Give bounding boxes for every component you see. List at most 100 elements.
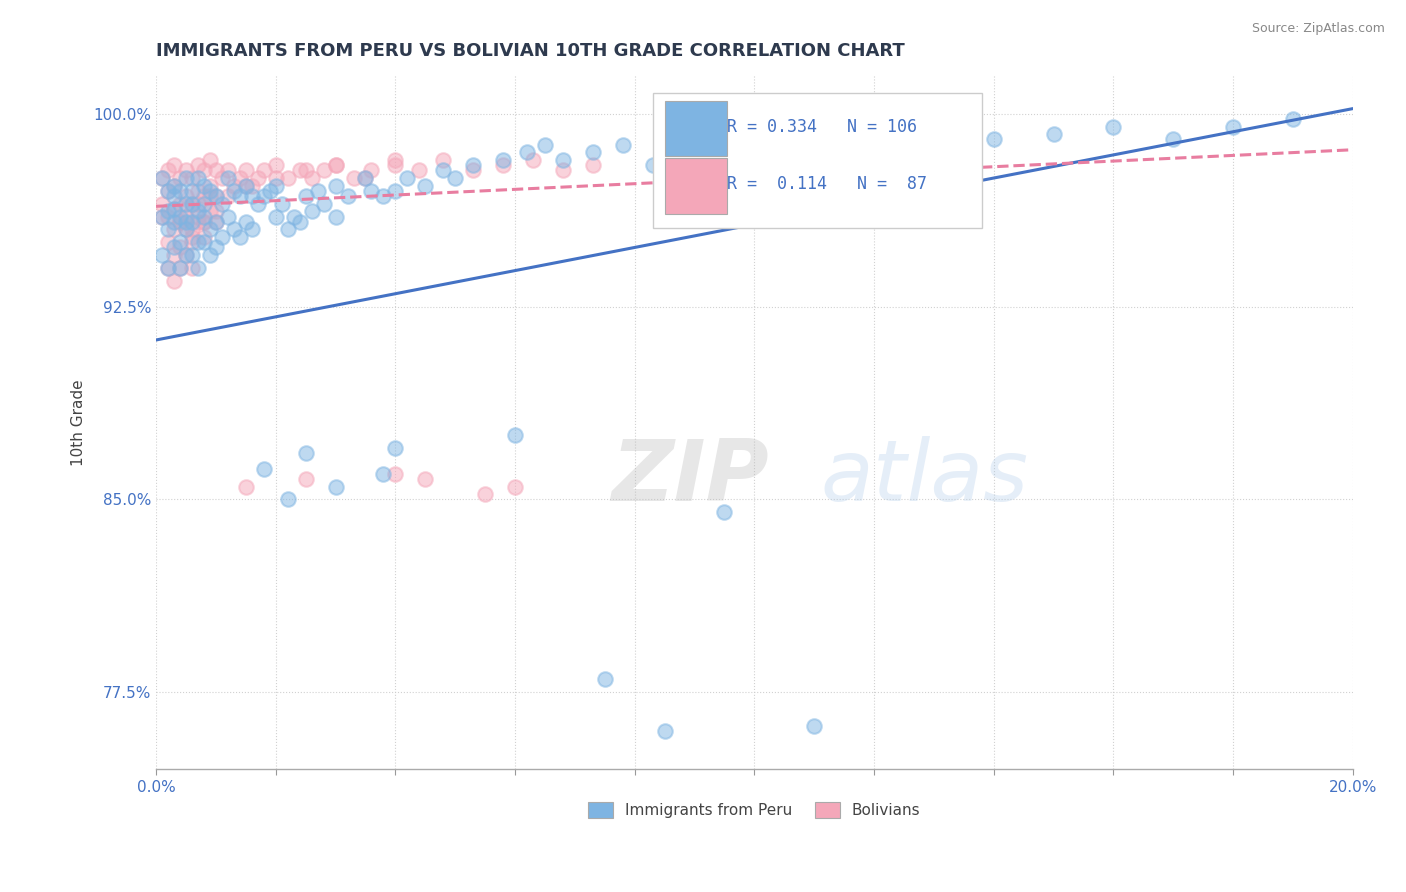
Point — [156, 204, 179, 219]
Point — [240, 222, 263, 236]
Point — [156, 260, 179, 275]
Point — [277, 492, 299, 507]
Point — [246, 171, 269, 186]
Point — [654, 723, 676, 738]
Point — [193, 210, 215, 224]
Point — [205, 189, 228, 203]
Point — [492, 158, 515, 172]
Point — [205, 204, 228, 219]
Point — [922, 128, 945, 142]
Point — [325, 178, 347, 193]
Point — [174, 196, 197, 211]
Point — [163, 189, 186, 203]
Point — [187, 184, 209, 198]
Point — [150, 210, 173, 224]
Point — [169, 240, 191, 254]
Point — [222, 178, 245, 193]
Point — [181, 196, 204, 211]
Point — [264, 178, 287, 193]
FancyBboxPatch shape — [652, 93, 981, 228]
Point — [156, 210, 179, 224]
Point — [432, 153, 454, 167]
Text: ZIP: ZIP — [610, 436, 769, 519]
Point — [294, 446, 316, 460]
Point — [174, 248, 197, 262]
Point — [150, 210, 173, 224]
Point — [1042, 128, 1064, 142]
Point — [474, 487, 496, 501]
Point — [384, 441, 406, 455]
Point — [336, 189, 359, 203]
Point — [325, 479, 347, 493]
Point — [1282, 112, 1305, 126]
Point — [283, 210, 305, 224]
Point — [198, 178, 221, 193]
Point — [222, 184, 245, 198]
Point — [222, 222, 245, 236]
Point — [181, 230, 204, 244]
Point — [582, 145, 605, 160]
Point — [169, 235, 191, 250]
Point — [169, 184, 191, 198]
Point — [198, 204, 221, 219]
Point — [503, 479, 526, 493]
Text: R =  0.114   N =  87: R = 0.114 N = 87 — [727, 175, 927, 194]
Point — [163, 178, 186, 193]
Point — [198, 189, 221, 203]
Point — [156, 184, 179, 198]
Point — [193, 215, 215, 229]
FancyBboxPatch shape — [665, 159, 727, 214]
Point — [360, 184, 382, 198]
Point — [253, 461, 276, 475]
Point — [198, 153, 221, 167]
Point — [205, 215, 228, 229]
Point — [198, 248, 221, 262]
Point — [354, 171, 377, 186]
Point — [181, 184, 204, 198]
Point — [413, 178, 436, 193]
Point — [193, 230, 215, 244]
Point — [803, 132, 825, 146]
Point — [301, 171, 323, 186]
Point — [181, 235, 204, 250]
Point — [174, 163, 197, 178]
Point — [205, 215, 228, 229]
Text: IMMIGRANTS FROM PERU VS BOLIVIAN 10TH GRADE CORRELATION CHART: IMMIGRANTS FROM PERU VS BOLIVIAN 10TH GR… — [156, 42, 905, 60]
Point — [1161, 132, 1184, 146]
Point — [713, 505, 735, 519]
Point — [187, 215, 209, 229]
Point — [671, 145, 693, 160]
Point — [301, 204, 323, 219]
Point — [288, 163, 311, 178]
Point — [205, 189, 228, 203]
Point — [235, 479, 257, 493]
Point — [163, 274, 186, 288]
Point — [612, 137, 634, 152]
Point — [193, 163, 215, 178]
Point — [150, 171, 173, 186]
Point — [174, 222, 197, 236]
Point — [163, 178, 186, 193]
Point — [294, 163, 316, 178]
Point — [235, 215, 257, 229]
Point — [534, 137, 557, 152]
Point — [235, 178, 257, 193]
Point — [181, 260, 204, 275]
Point — [384, 184, 406, 198]
Point — [211, 171, 233, 186]
Point — [169, 210, 191, 224]
Point — [432, 163, 454, 178]
Point — [384, 158, 406, 172]
Point — [312, 196, 335, 211]
Point — [1222, 120, 1244, 134]
Point — [187, 235, 209, 250]
Point — [187, 204, 209, 219]
Point — [174, 210, 197, 224]
Point — [294, 189, 316, 203]
Point — [503, 428, 526, 442]
Point — [863, 137, 886, 152]
Point — [360, 163, 382, 178]
Point — [193, 178, 215, 193]
Point — [246, 196, 269, 211]
Point — [463, 158, 485, 172]
